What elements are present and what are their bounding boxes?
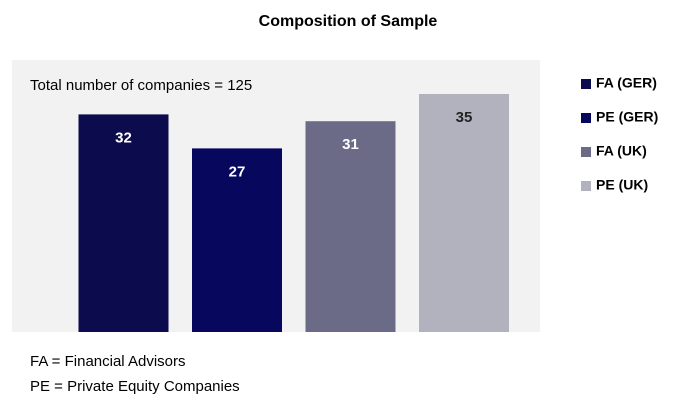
legend-swatch — [581, 147, 591, 157]
footnote: PE = Private Equity Companies — [30, 378, 240, 395]
bar — [305, 121, 396, 332]
legend-label: FA (UK) — [596, 143, 647, 159]
annotation: Total number of companies = 125 — [30, 77, 252, 94]
chart-title: Composition of Sample — [259, 13, 438, 30]
data-label: 32 — [115, 129, 132, 146]
bar — [419, 94, 509, 332]
legend-label: PE (GER) — [596, 109, 658, 125]
footnote: FA = Financial Advisors — [30, 353, 186, 370]
data-label: 35 — [456, 109, 473, 126]
data-label: 27 — [229, 163, 246, 180]
legend-swatch — [581, 113, 591, 123]
legend-label: PE (UK) — [596, 177, 648, 193]
legend-label: FA (GER) — [596, 75, 657, 91]
legend-swatch — [581, 79, 591, 89]
bar — [78, 114, 169, 333]
legend-swatch — [581, 181, 591, 191]
bar — [192, 148, 282, 332]
data-label: 31 — [342, 136, 359, 153]
